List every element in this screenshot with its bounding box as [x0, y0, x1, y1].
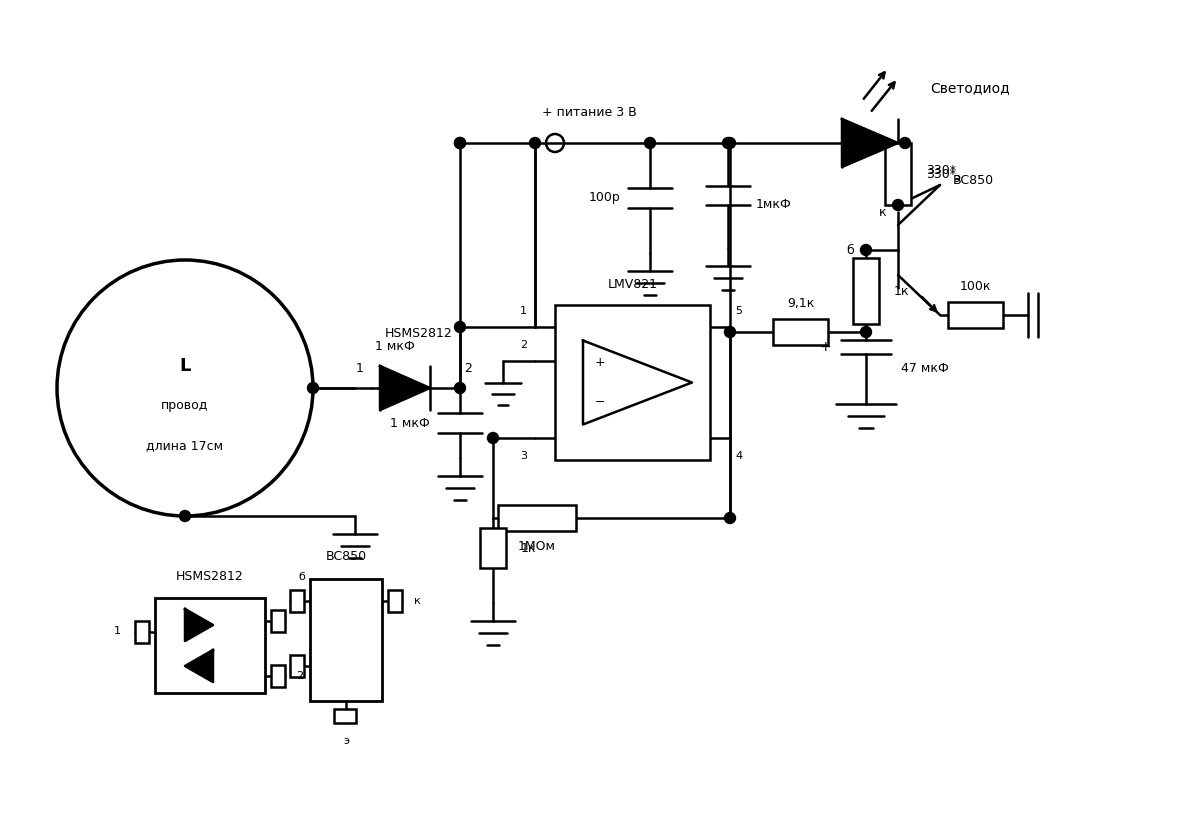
Text: э: э	[343, 736, 349, 746]
Text: BC850: BC850	[953, 174, 994, 187]
Circle shape	[900, 137, 911, 148]
Text: 100к: 100к	[960, 281, 991, 294]
Text: Светодиод: Светодиод	[930, 81, 1009, 95]
Circle shape	[893, 199, 904, 211]
Circle shape	[455, 383, 466, 393]
Text: 1 мкФ: 1 мкФ	[390, 416, 430, 430]
Text: LMV821: LMV821	[607, 278, 658, 291]
Text: −: −	[595, 396, 605, 409]
FancyBboxPatch shape	[773, 319, 828, 345]
FancyBboxPatch shape	[290, 590, 304, 612]
Polygon shape	[380, 366, 430, 410]
Circle shape	[180, 510, 191, 522]
FancyBboxPatch shape	[334, 709, 356, 723]
Circle shape	[860, 244, 871, 255]
Text: к: к	[414, 596, 420, 606]
FancyBboxPatch shape	[388, 590, 402, 612]
Text: 1 мкФ: 1 мкФ	[376, 340, 415, 352]
Text: 330*: 330*	[926, 165, 956, 178]
Text: 100р: 100р	[588, 192, 620, 204]
Circle shape	[487, 433, 498, 444]
Circle shape	[725, 327, 736, 337]
Text: 330*: 330*	[926, 168, 956, 180]
FancyBboxPatch shape	[853, 258, 878, 324]
Text: HSMS2812: HSMS2812	[176, 570, 244, 583]
FancyBboxPatch shape	[271, 665, 286, 687]
FancyBboxPatch shape	[310, 579, 382, 701]
Text: б: б	[846, 244, 854, 257]
Text: 3: 3	[520, 451, 527, 461]
Polygon shape	[185, 650, 214, 682]
Text: +: +	[820, 340, 832, 354]
Text: 2: 2	[464, 361, 472, 374]
Text: 2: 2	[520, 340, 527, 350]
Text: 1МОм: 1МОм	[518, 540, 556, 552]
FancyBboxPatch shape	[155, 598, 265, 693]
Text: 9,1к: 9,1к	[787, 297, 814, 310]
FancyBboxPatch shape	[948, 302, 1003, 328]
Text: 2: 2	[296, 671, 304, 681]
Text: длина 17см: длина 17см	[146, 439, 223, 453]
Text: 1: 1	[114, 626, 120, 636]
Text: э: э	[953, 171, 960, 184]
Circle shape	[455, 137, 466, 148]
FancyBboxPatch shape	[271, 610, 286, 632]
Text: 1: 1	[356, 361, 364, 374]
Text: 1: 1	[520, 306, 527, 316]
FancyBboxPatch shape	[556, 305, 710, 460]
Text: +: +	[595, 356, 605, 369]
Polygon shape	[842, 119, 898, 167]
Circle shape	[722, 137, 733, 148]
Text: 1к: 1к	[521, 542, 536, 555]
Circle shape	[307, 383, 318, 393]
Text: б: б	[298, 572, 305, 582]
Text: к: к	[878, 207, 886, 220]
Text: BC850: BC850	[325, 551, 366, 564]
FancyBboxPatch shape	[886, 143, 911, 205]
Text: HSMS2812: HSMS2812	[385, 327, 452, 340]
Circle shape	[725, 137, 736, 148]
FancyBboxPatch shape	[480, 528, 506, 568]
Circle shape	[860, 327, 871, 337]
FancyBboxPatch shape	[290, 655, 304, 677]
Text: 4: 4	[736, 451, 742, 461]
FancyBboxPatch shape	[136, 621, 149, 643]
Circle shape	[644, 137, 655, 148]
FancyBboxPatch shape	[498, 505, 576, 531]
Text: 1мкФ: 1мкФ	[756, 198, 792, 212]
Text: провод: провод	[161, 399, 209, 412]
Text: 5: 5	[736, 306, 742, 316]
Text: + питание 3 В: + питание 3 В	[542, 106, 637, 119]
Circle shape	[455, 322, 466, 332]
Circle shape	[455, 137, 466, 148]
Circle shape	[529, 137, 540, 148]
Text: 1к: 1к	[894, 285, 910, 297]
Text: L: L	[179, 357, 191, 375]
Circle shape	[725, 513, 736, 523]
Text: 47 мкФ: 47 мкФ	[901, 361, 949, 374]
Polygon shape	[185, 609, 214, 641]
